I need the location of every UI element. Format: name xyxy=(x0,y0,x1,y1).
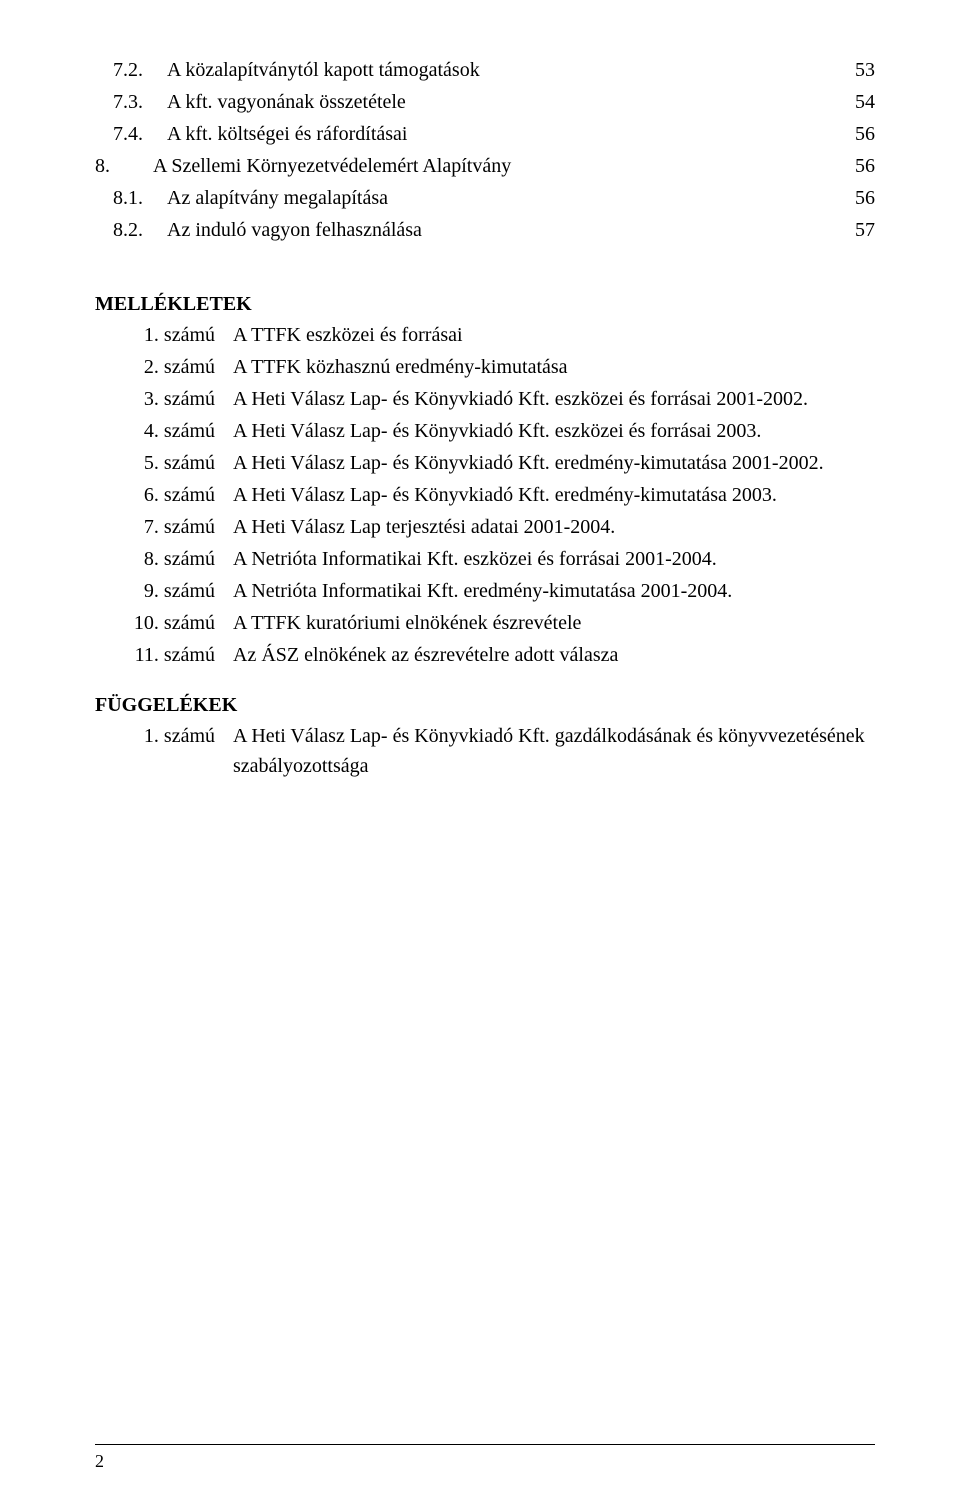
toc-entry: 7.3. A kft. vagyonának összetétele 54 xyxy=(95,87,875,117)
attachment-number: 3. számú xyxy=(95,384,233,414)
attachment-row: 10. számú A TTFK kuratóriumi elnökének é… xyxy=(95,608,875,638)
appendix-number: 1. számú xyxy=(95,721,233,751)
attachment-number: 7. számú xyxy=(95,512,233,542)
attachment-number: 10. számú xyxy=(95,608,233,638)
attachment-desc: A Heti Válasz Lap- és Könyvkiadó Kft. er… xyxy=(233,480,875,510)
toc-page: 56 xyxy=(841,119,875,149)
fuggelekek-list: 1. számú A Heti Válasz Lap- és Könyvkiad… xyxy=(95,721,875,781)
toc-number: 7.3. xyxy=(95,87,167,117)
toc-page: 57 xyxy=(841,215,875,245)
toc-entry: 8. A Szellemi Környezetvédelemért Alapít… xyxy=(95,151,875,181)
toc-title: Az alapítvány megalapítása xyxy=(167,183,841,213)
toc-title: Az induló vagyon felhasználása xyxy=(167,215,841,245)
attachment-row: 4. számú A Heti Válasz Lap- és Könyvkiad… xyxy=(95,416,875,446)
toc-entry: 8.1. Az alapítvány megalapítása 56 xyxy=(95,183,875,213)
attachment-desc: A TTFK közhasznú eredmény-kimutatása xyxy=(233,352,875,382)
toc-title: A kft. költségei és ráfordításai xyxy=(167,119,841,149)
toc-number: 8. xyxy=(95,151,153,181)
appendix-row: 1. számú A Heti Válasz Lap- és Könyvkiad… xyxy=(95,721,875,781)
attachment-number: 11. számú xyxy=(95,640,233,670)
attachment-row: 3. számú A Heti Válasz Lap- és Könyvkiad… xyxy=(95,384,875,414)
mellekletek-list: 1. számú A TTFK eszközei és forrásai 2. … xyxy=(95,320,875,670)
toc-entry: 7.2. A közalapítványtól kapott támogatás… xyxy=(95,55,875,85)
toc-title: A kft. vagyonának összetétele xyxy=(167,87,841,117)
toc-number: 8.1. xyxy=(95,183,167,213)
attachment-number: 9. számú xyxy=(95,576,233,606)
page-number: 2 xyxy=(95,1451,875,1472)
toc-entry: 7.4. A kft. költségei és ráfordításai 56 xyxy=(95,119,875,149)
attachment-desc: A Heti Válasz Lap terjesztési adatai 200… xyxy=(233,512,875,542)
attachment-row: 7. számú A Heti Válasz Lap terjesztési a… xyxy=(95,512,875,542)
toc-title: A Szellemi Környezetvédelemért Alapítván… xyxy=(153,151,841,181)
attachment-desc: Az ÁSZ elnökének az észrevételre adott v… xyxy=(233,640,875,670)
attachment-number: 1. számú xyxy=(95,320,233,350)
attachment-desc: A Netrióta Informatikai Kft. eredmény-ki… xyxy=(233,576,875,606)
toc-number: 7.4. xyxy=(95,119,167,149)
attachment-desc: A Netrióta Informatikai Kft. eszközei és… xyxy=(233,544,875,574)
attachment-row: 2. számú A TTFK közhasznú eredmény-kimut… xyxy=(95,352,875,382)
toc-page: 56 xyxy=(841,151,875,181)
attachment-desc: A Heti Válasz Lap- és Könyvkiadó Kft. es… xyxy=(233,384,875,414)
toc-page: 53 xyxy=(841,55,875,85)
footer-divider xyxy=(95,1444,875,1445)
attachment-row: 8. számú A Netrióta Informatikai Kft. es… xyxy=(95,544,875,574)
attachment-desc: A Heti Válasz Lap- és Könyvkiadó Kft. es… xyxy=(233,416,875,446)
attachment-number: 5. számú xyxy=(95,448,233,478)
toc-number: 8.2. xyxy=(95,215,167,245)
attachment-number: 4. számú xyxy=(95,416,233,446)
attachment-number: 6. számú xyxy=(95,480,233,510)
attachment-row: 1. számú A TTFK eszközei és forrásai xyxy=(95,320,875,350)
attachment-row: 5. számú A Heti Válasz Lap- és Könyvkiad… xyxy=(95,448,875,478)
attachment-desc: A Heti Válasz Lap- és Könyvkiadó Kft. er… xyxy=(233,448,875,478)
attachment-row: 9. számú A Netrióta Informatikai Kft. er… xyxy=(95,576,875,606)
fuggelekek-heading: FÜGGELÉKEK xyxy=(95,694,875,717)
attachment-desc: A TTFK kuratóriumi elnökének észrevétele xyxy=(233,608,875,638)
appendix-desc: A Heti Válasz Lap- és Könyvkiadó Kft. ga… xyxy=(233,721,875,781)
attachment-row: 11. számú Az ÁSZ elnökének az észrevétel… xyxy=(95,640,875,670)
toc-page: 54 xyxy=(841,87,875,117)
toc-number: 7.2. xyxy=(95,55,167,85)
page-footer: 2 xyxy=(95,1444,875,1472)
toc-title: A közalapítványtól kapott támogatások xyxy=(167,55,841,85)
toc-page: 56 xyxy=(841,183,875,213)
page: 7.2. A közalapítványtól kapott támogatás… xyxy=(0,0,960,1510)
attachment-row: 6. számú A Heti Válasz Lap- és Könyvkiad… xyxy=(95,480,875,510)
attachment-desc: A TTFK eszközei és forrásai xyxy=(233,320,875,350)
toc-entry: 8.2. Az induló vagyon felhasználása 57 xyxy=(95,215,875,245)
attachment-number: 8. számú xyxy=(95,544,233,574)
mellekletek-heading: MELLÉKLETEK xyxy=(95,293,875,316)
toc-list: 7.2. A közalapítványtól kapott támogatás… xyxy=(95,55,875,245)
attachment-number: 2. számú xyxy=(95,352,233,382)
